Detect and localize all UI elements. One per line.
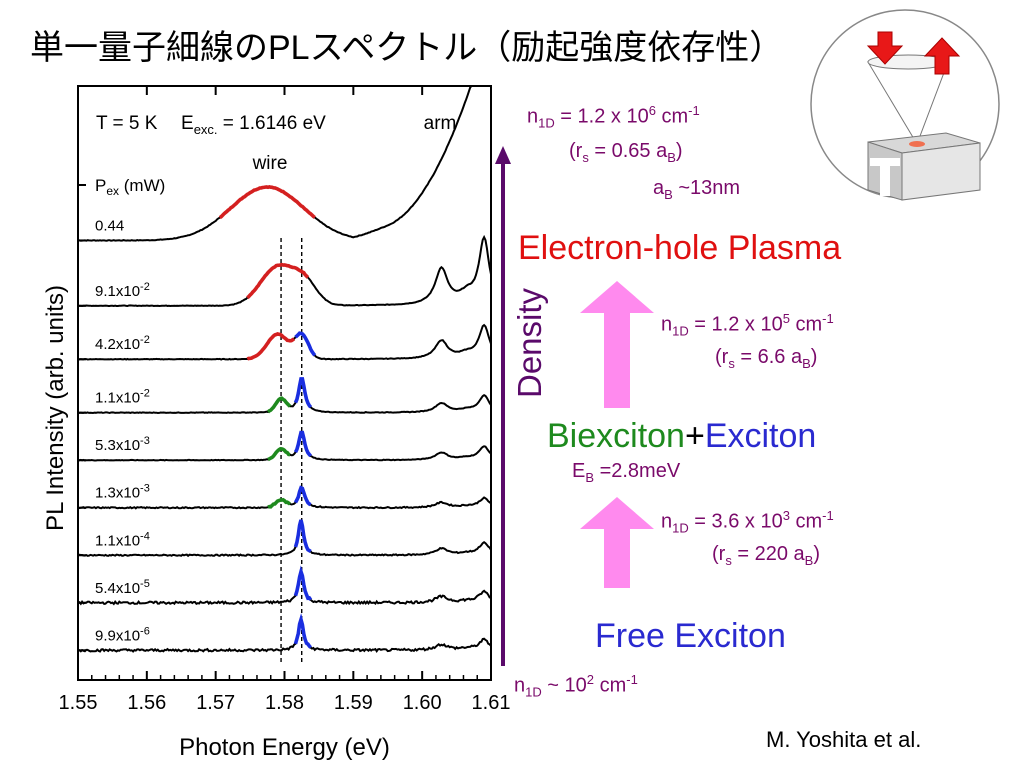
- mid-density-label: n1D = 1.2 x 105 cm-1: [661, 311, 834, 339]
- free-exciton-label: Free Exciton: [595, 617, 786, 655]
- y-axis-label: PL Intensity (arb. units): [42, 285, 69, 531]
- sample-block-front: [901, 142, 981, 201]
- spectrum-peak-highlight: [267, 497, 291, 509]
- pink-arrow-lower: [580, 497, 654, 588]
- exciton-text: Exciton: [704, 417, 817, 455]
- low-rs-label: (rs = 220 aB): [712, 543, 821, 568]
- pex-label: Pex (mW): [95, 176, 165, 198]
- biexciton-text: Biexciton: [547, 417, 685, 455]
- spectrum-peak-highlight: [266, 396, 292, 414]
- wire-label: wire: [252, 153, 288, 174]
- low-density-label: n1D = 3.6 x 103 cm-1: [661, 508, 834, 536]
- series-power-label: 5.3x10-3: [95, 435, 150, 454]
- spectrum-peak-highlight: [293, 430, 313, 458]
- spectrum-peak-highlight: [218, 185, 316, 220]
- biexciton-exciton-label: Biexciton+Exciton: [547, 417, 816, 456]
- x-axis-label: Photon Energy (eV): [179, 734, 390, 761]
- x-tick-label: 1.58: [265, 692, 304, 714]
- series-power-label: 0.44: [95, 217, 124, 234]
- spectrum-peak-highlight: [246, 331, 296, 361]
- x-tick-label: 1.61: [472, 692, 511, 714]
- red-up-arrow: [923, 37, 961, 75]
- bohr-radius-label: aB ~13nm: [653, 177, 741, 202]
- laser-spot: [909, 141, 925, 147]
- spectrum-peak-highlight: [293, 565, 313, 601]
- spectrum-peak-highlight: [294, 331, 317, 357]
- spectrum-peak-highlight: [267, 446, 291, 462]
- x-tick-label: 1.56: [127, 692, 166, 714]
- series-power-label: 4.2x10-2: [95, 334, 150, 353]
- sample-layer-stripe: [870, 158, 900, 166]
- red-down-arrow: [866, 31, 904, 65]
- series-power-label: 1.1x10-2: [95, 388, 150, 407]
- binding-energy-label: EB =2.8meV: [572, 460, 681, 485]
- plasma-label: Electron-hole Plasma: [518, 229, 842, 267]
- spectrum-peak-highlight: [293, 485, 312, 507]
- density-axis-arrowhead: [495, 146, 511, 164]
- x-tick-label: 1.59: [334, 692, 373, 714]
- top-density-label: n1D = 1.2 x 106 cm-1: [527, 103, 700, 131]
- series-power-label: 1.3x10-3: [95, 483, 150, 502]
- series-power-label: 9.1x10-2: [95, 281, 150, 300]
- spectrum-line: [77, 568, 492, 606]
- top-rs-label: (rs = 0.65 aB): [569, 140, 683, 165]
- temperature-label: T = 5 K: [96, 113, 158, 134]
- series-power-label: 5.4x10-5: [95, 578, 150, 597]
- density-axis-label: Density: [511, 287, 548, 398]
- spectrum-peak-highlight: [293, 377, 313, 409]
- citation: M. Yoshita et al.: [766, 727, 922, 752]
- x-tick-label: 1.55: [59, 692, 98, 714]
- mid-rs-label: (rs = 6.6 aB): [715, 346, 818, 371]
- spectrum-peak-highlight: [293, 613, 313, 649]
- spectrum-peak-highlight: [246, 262, 310, 300]
- slide-title: 単一量子細線のPLスペクトル（励起強度依存性）: [30, 29, 784, 67]
- pink-arrow-upper: [580, 281, 654, 408]
- bottom-density-label: n1D ~ 102 cm-1: [514, 672, 638, 700]
- plus-text: +: [684, 417, 705, 455]
- arm-label: arm: [424, 113, 457, 134]
- spectrum-line: [77, 615, 492, 653]
- x-tick-label: 1.57: [196, 692, 235, 714]
- sample-wire-stripe: [880, 166, 890, 196]
- x-tick-label: 1.60: [403, 692, 442, 714]
- spectrum-peak-highlight: [293, 519, 312, 553]
- excitation-energy-label: Eexc. = 1.6146 eV: [181, 113, 326, 137]
- series-power-label: 9.9x10-6: [95, 625, 150, 644]
- series-power-label: 1.1x10-4: [95, 530, 150, 549]
- spectrum-line: [77, 519, 492, 558]
- plot-layer: 1.55 1.56 1.57 1.58 1.59 1.60 1.61 Photon Energ…: [42, 9, 1000, 761]
